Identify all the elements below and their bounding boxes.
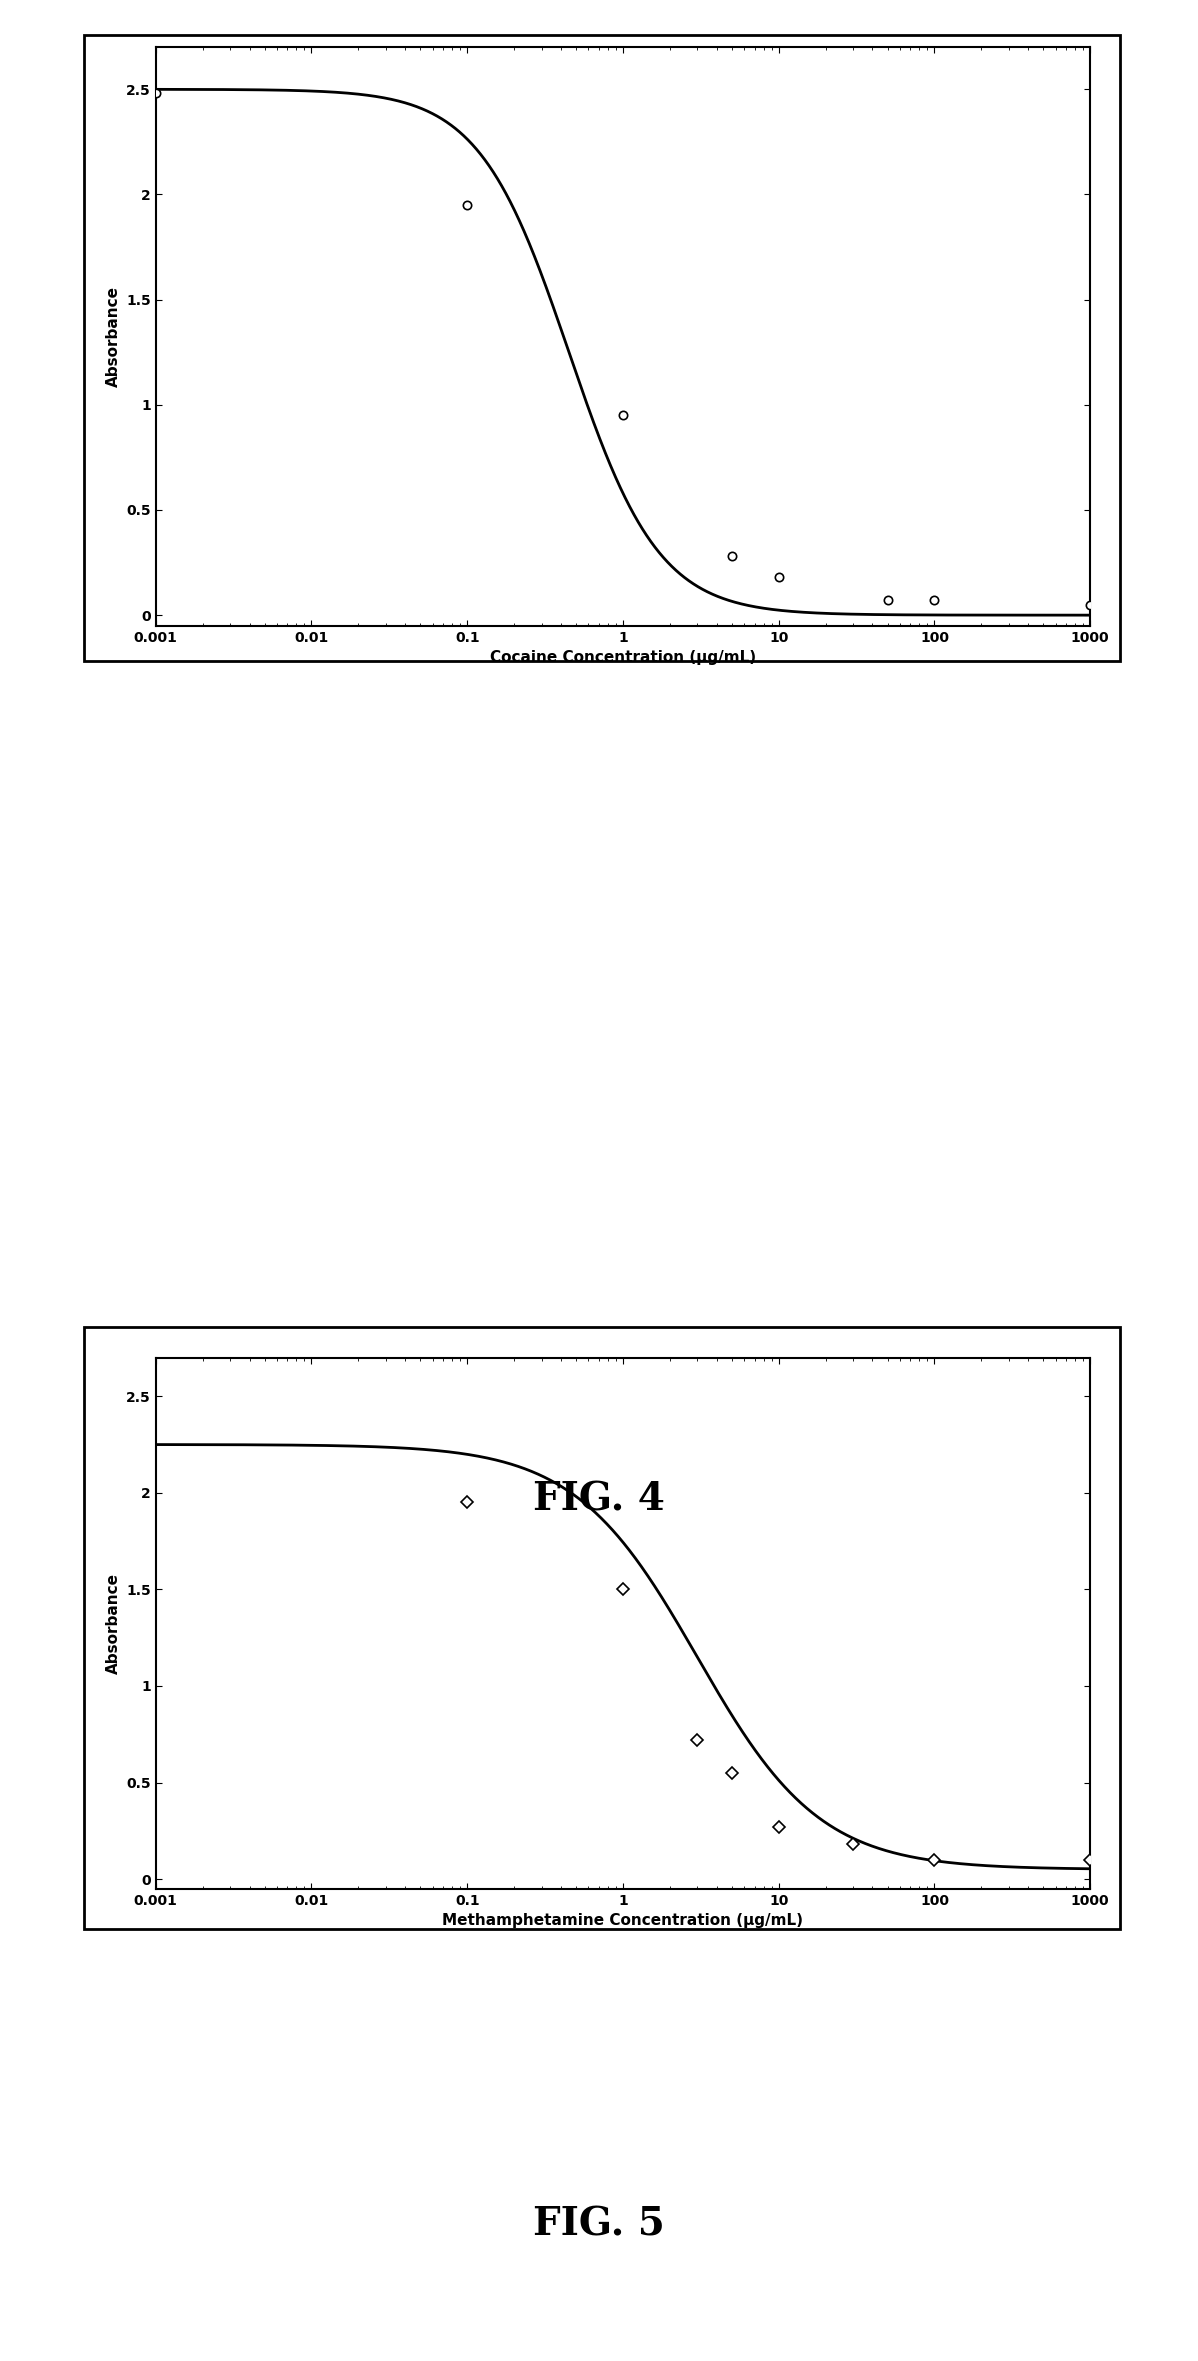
Text: FIG. 4: FIG. 4 [533,1480,665,1518]
Text: FIG. 5: FIG. 5 [533,2205,665,2243]
X-axis label: Methamphetamine Concentration (μg/mL): Methamphetamine Concentration (μg/mL) [442,1912,804,1929]
Y-axis label: Absorbance: Absorbance [105,286,121,387]
X-axis label: Cocaine Concentration (μg/mL): Cocaine Concentration (μg/mL) [490,649,756,666]
Y-axis label: Absorbance: Absorbance [105,1572,121,1674]
